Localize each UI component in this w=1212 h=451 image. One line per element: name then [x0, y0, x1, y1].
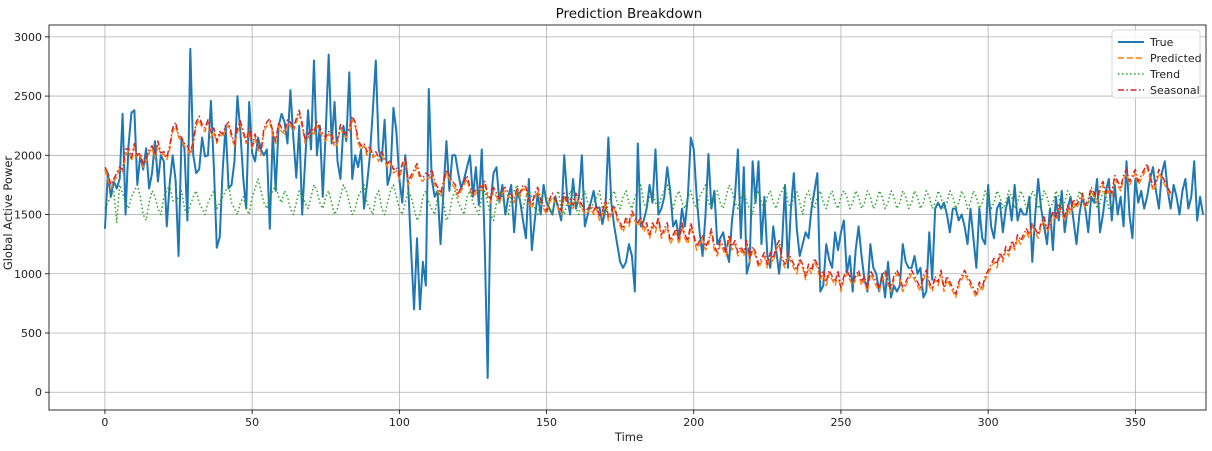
x-tick-label: 150 [536, 416, 557, 429]
y-axis-label: Global Active Power [1, 156, 15, 271]
legend-label-trend: Trend [1149, 68, 1180, 81]
x-tick-label: 0 [101, 416, 108, 429]
legend-label-seasonal: Seasonal [1150, 84, 1200, 97]
x-axis-label: Time [614, 430, 643, 444]
legend-label-predicted: Predicted [1150, 52, 1202, 65]
series-line-true [103, 47, 1205, 380]
plot-frame [48, 24, 1207, 411]
x-tick-label: 100 [389, 416, 410, 429]
chart-title: Prediction Breakdown [556, 6, 703, 22]
x-tick-label: 350 [1125, 416, 1146, 429]
x-tick-label: 250 [830, 416, 851, 429]
y-tick-label: 3000 [14, 31, 42, 44]
series-line-seasonal [104, 109, 1172, 295]
series-layer [103, 47, 1205, 380]
axis-ticks: 0 50 100 150 200 250 300 350 0 500 1000 1500 2000 250… [14, 31, 1146, 429]
series-line-trend [104, 178, 1113, 224]
series-line-predicted [104, 113, 1172, 299]
y-tick-label: 500 [21, 327, 42, 340]
y-tick-label: 1000 [14, 268, 42, 281]
legend-box [1111, 29, 1201, 99]
x-tick-label: 200 [683, 416, 704, 429]
y-tick-label: 2500 [14, 90, 42, 103]
x-tick-label: 50 [245, 416, 259, 429]
y-tick-label: 2000 [14, 149, 42, 162]
legend-label-true: True [1149, 36, 1174, 49]
legend: True Predicted Trend Seasonal [1111, 29, 1202, 99]
x-tick-label: 300 [978, 416, 999, 429]
y-tick-label: 0 [35, 386, 42, 399]
y-tick-label: 1500 [14, 209, 42, 222]
